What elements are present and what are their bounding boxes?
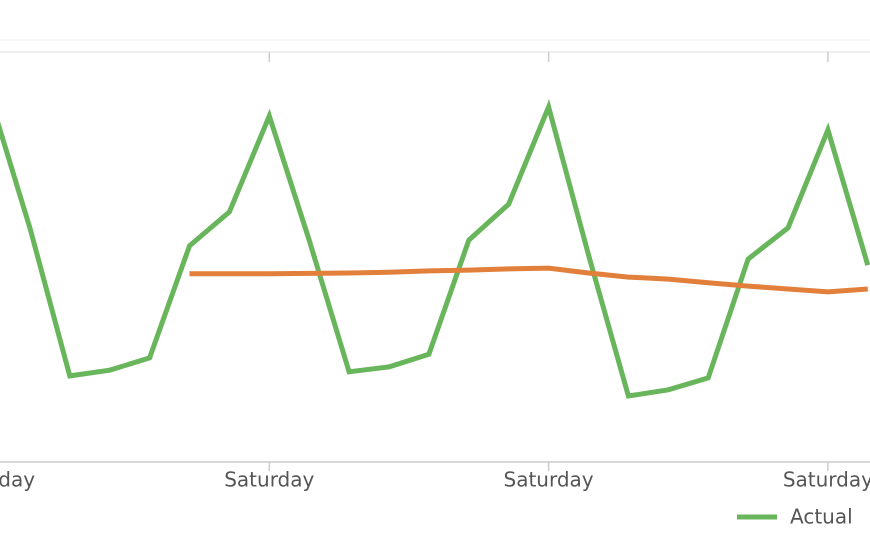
legend-label: Actual (790, 505, 853, 529)
x-tick-label: Saturday (783, 468, 870, 492)
series-line (189, 265, 868, 295)
x-tick-label: Saturday (224, 468, 314, 492)
series-line (0, 99, 870, 399)
x-tick-label: Saturday (0, 468, 35, 492)
x-tick-label: Saturday (504, 468, 594, 492)
